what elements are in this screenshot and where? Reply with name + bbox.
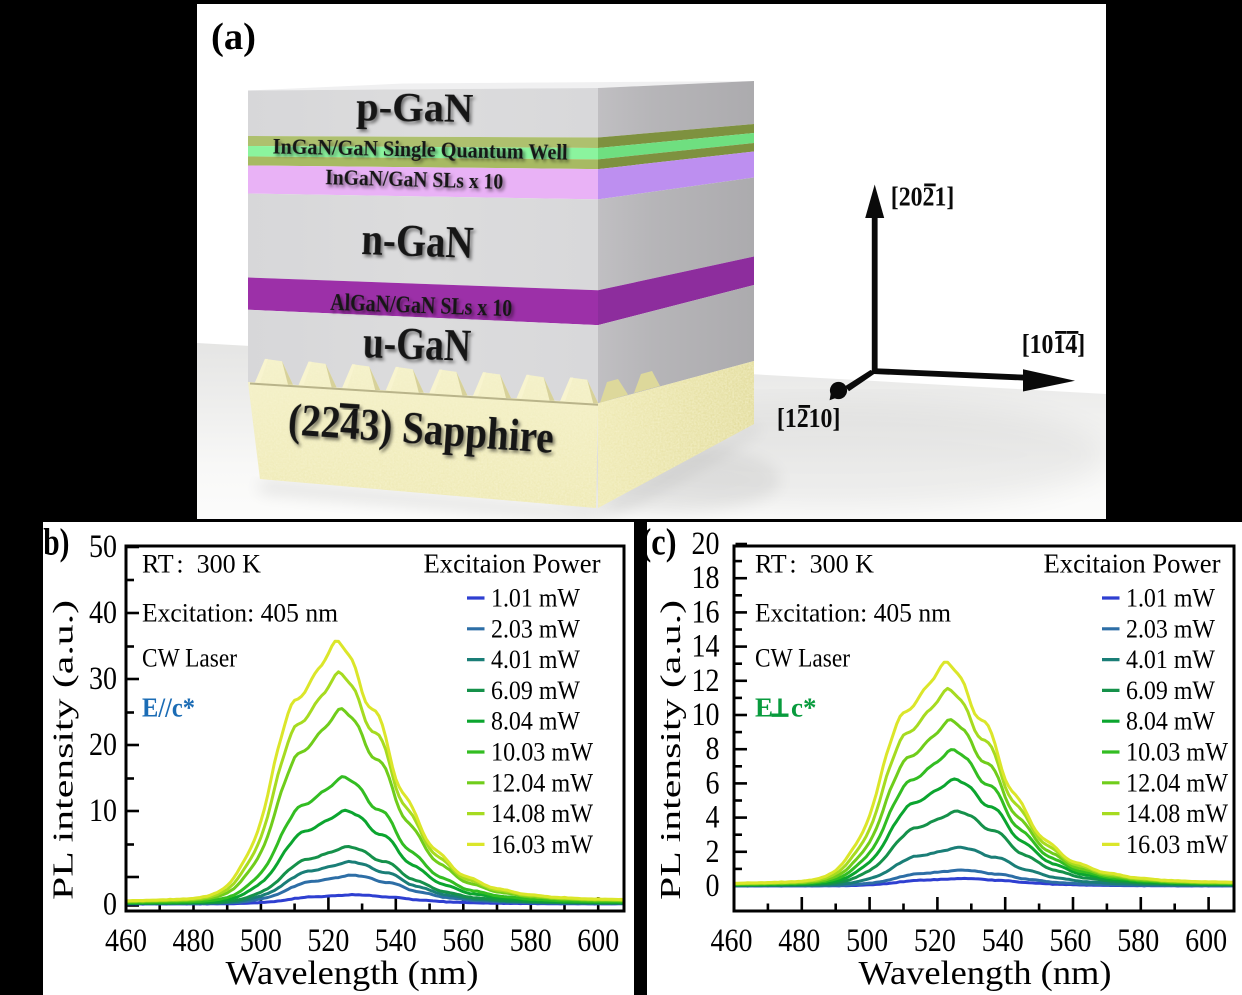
svg-text:14: 14 <box>692 629 720 665</box>
svg-text:Excitation: 405 nm: Excitation: 405 nm <box>142 599 338 628</box>
svg-text:12.04 mW: 12.04 mW <box>491 768 593 797</box>
svg-text:[1210]: [1210] <box>777 403 841 433</box>
svg-text:6.09 mW: 6.09 mW <box>491 676 580 705</box>
svg-text:p-GaN: p-GaN <box>356 83 474 131</box>
svg-text:8.04 mW: 8.04 mW <box>491 707 580 736</box>
svg-text:520: 520 <box>914 923 956 959</box>
svg-text:2: 2 <box>706 834 720 870</box>
svg-text:CW Laser: CW Laser <box>142 644 237 673</box>
svg-text:14.08 mW: 14.08 mW <box>1126 799 1228 828</box>
svg-text:Excitation: 405 nm: Excitation: 405 nm <box>755 599 951 628</box>
svg-text:n-GaN: n-GaN <box>361 213 475 268</box>
svg-text:30: 30 <box>89 661 117 697</box>
svg-text:0: 0 <box>103 887 117 923</box>
svg-text:540: 540 <box>375 923 417 959</box>
svg-text:RT:300 K: RT:300 K <box>142 550 261 579</box>
svg-text:580: 580 <box>510 923 552 959</box>
svg-text:(c): (c) <box>641 522 677 564</box>
svg-text:RT:300 K: RT:300 K <box>755 550 874 579</box>
svg-text:(b): (b) <box>34 522 70 564</box>
svg-text:12: 12 <box>692 663 720 699</box>
svg-text:PL intensity (a.u.): PL intensity (a.u.) <box>49 600 80 900</box>
svg-text:E//c*: E//c* <box>142 693 195 723</box>
svg-text:8.04 mW: 8.04 mW <box>1126 707 1215 736</box>
svg-text:600: 600 <box>1185 923 1227 959</box>
svg-text:480: 480 <box>778 923 820 959</box>
svg-text:2.03 mW: 2.03 mW <box>1126 614 1215 643</box>
svg-text:460: 460 <box>105 923 147 959</box>
svg-text:10: 10 <box>692 697 720 733</box>
svg-text:20: 20 <box>692 526 720 562</box>
svg-text:40: 40 <box>89 595 117 631</box>
svg-text:0: 0 <box>706 868 720 904</box>
svg-text:[2021]: [2021] <box>891 182 955 212</box>
svg-text:4: 4 <box>706 800 720 836</box>
svg-text:20: 20 <box>89 727 117 763</box>
svg-text:16.03 mW: 16.03 mW <box>1126 830 1228 859</box>
svg-text:500: 500 <box>846 923 888 959</box>
svg-text:InGaN/GaN SLs x 10: InGaN/GaN SLs x 10 <box>325 164 504 194</box>
svg-text:AlGaN/GaN SLs x 10: AlGaN/GaN SLs x 10 <box>330 290 513 322</box>
svg-text:InGaN/GaN Single Quantum Well: InGaN/GaN Single Quantum Well <box>272 133 567 164</box>
svg-text:PL intensity (a.u.): PL intensity (a.u.) <box>656 600 687 900</box>
svg-text:600: 600 <box>577 923 619 959</box>
svg-text:18: 18 <box>692 560 720 596</box>
svg-text:Excitaion Power: Excitaion Power <box>1044 549 1221 579</box>
svg-text:E: E <box>755 693 773 723</box>
svg-text:u-GaN: u-GaN <box>362 316 472 371</box>
svg-text:50: 50 <box>89 529 117 565</box>
svg-text:10: 10 <box>89 793 117 829</box>
svg-text:Wavelength (nm): Wavelength (nm) <box>859 955 1112 992</box>
svg-text:540: 540 <box>982 923 1024 959</box>
svg-text:8: 8 <box>706 731 720 767</box>
svg-text:580: 580 <box>1117 923 1159 959</box>
svg-text:1.01 mW: 1.01 mW <box>491 584 580 613</box>
svg-text:16: 16 <box>692 594 720 630</box>
svg-text:480: 480 <box>173 923 215 959</box>
svg-text:10.03 mW: 10.03 mW <box>1126 738 1228 767</box>
svg-text:Excitaion Power: Excitaion Power <box>424 549 601 579</box>
svg-text:4.01 mW: 4.01 mW <box>491 645 580 674</box>
svg-text:560: 560 <box>442 923 484 959</box>
svg-text:6.09 mW: 6.09 mW <box>1126 676 1215 705</box>
svg-text:[1014]: [1014] <box>1022 329 1085 359</box>
svg-text:2.03 mW: 2.03 mW <box>491 614 580 643</box>
svg-text:Wavelength (nm): Wavelength (nm) <box>226 955 479 992</box>
svg-text:560: 560 <box>1050 923 1092 959</box>
svg-text:c*: c* <box>791 693 816 723</box>
svg-text:12.04 mW: 12.04 mW <box>1126 768 1228 797</box>
svg-text:10.03 mW: 10.03 mW <box>491 738 593 767</box>
svg-text:(a): (a) <box>211 16 256 58</box>
svg-text:520: 520 <box>307 923 349 959</box>
svg-text:500: 500 <box>240 923 282 959</box>
svg-text:1.01 mW: 1.01 mW <box>1126 584 1215 613</box>
svg-text:CW Laser: CW Laser <box>755 644 850 673</box>
svg-text:14.08 mW: 14.08 mW <box>491 799 593 828</box>
svg-text:6: 6 <box>706 765 720 801</box>
svg-text:460: 460 <box>711 923 753 959</box>
svg-text:4.01 mW: 4.01 mW <box>1126 645 1215 674</box>
svg-text:16.03 mW: 16.03 mW <box>491 830 593 859</box>
